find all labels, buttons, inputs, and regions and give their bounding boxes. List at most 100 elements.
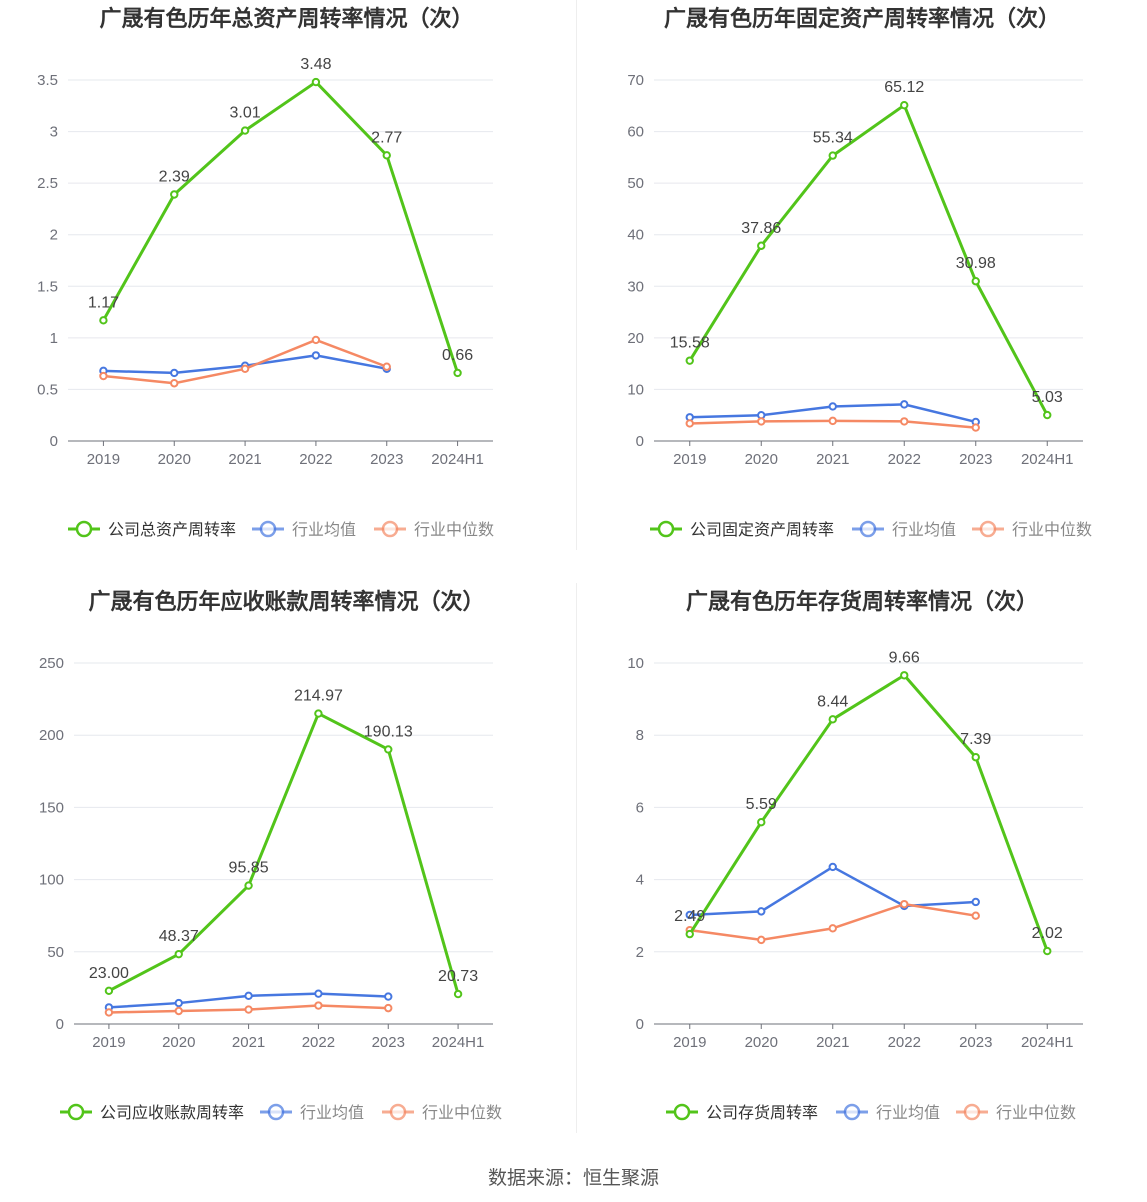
chart-panel-total-asset-turnover: 广晟有色历年总资产周转率情况（次） 0 0.5 1 1.5 2 2.5 3 3.5 2019 202… — [0, 0, 573, 583]
y-tick-label: 60 — [627, 124, 644, 141]
chart-panel-fixed-asset-turnover: 广晟有色历年固定资产周转率情况（次） 0 10 20 30 40 50 60 70 2019 202… — [577, 0, 1147, 583]
y-tick-label: 3 — [50, 124, 58, 141]
data-label: 5.59 — [746, 796, 777, 813]
data-point-company — [314, 709, 323, 718]
data-label: 37.86 — [741, 220, 781, 237]
x-tick-label: 2023 — [959, 1034, 992, 1051]
y-tick-label: 2 — [636, 944, 644, 961]
x-tick-label: 2020 — [745, 1034, 778, 1051]
series-line-company — [108, 712, 460, 995]
data-label: 15.58 — [670, 335, 710, 352]
data-label: 48.37 — [159, 928, 199, 945]
data-point-median — [971, 423, 980, 432]
data-label: 2.49 — [674, 908, 705, 925]
data-label: 3.01 — [230, 105, 261, 122]
data-label: 5.03 — [1032, 389, 1063, 406]
series-line-median — [689, 902, 976, 942]
x-tick-label: 2021 — [816, 1034, 849, 1051]
x-tick-label: 2021 — [228, 451, 261, 468]
data-point-company — [971, 277, 980, 286]
x-tick-label: 2024H1 — [1021, 451, 1074, 468]
legend-label-company: 公司总资产周转率 — [108, 521, 236, 539]
legend-swatch-marker-avg — [859, 520, 877, 538]
y-tick-label: 20 — [627, 330, 644, 347]
y-tick-label: 3.5 — [37, 72, 58, 89]
y-tick-label: 50 — [47, 944, 64, 961]
data-point-median — [314, 1001, 323, 1010]
data-point-median — [757, 417, 766, 426]
chart-fixed-asset-turnover: 广晟有色历年固定资产周转率情况（次） 0 10 20 30 40 50 60 70 2019 202… — [627, 6, 1092, 539]
y-tick-label: 250 — [39, 655, 64, 672]
data-point-company — [382, 151, 391, 160]
data-label: 3.48 — [300, 56, 331, 73]
data-label: 1.17 — [88, 294, 119, 311]
data-point-company — [99, 316, 108, 325]
x-tick-label: 2019 — [673, 1034, 706, 1051]
data-point-median — [170, 379, 179, 388]
series-line-company — [688, 673, 1049, 952]
data-point-company — [685, 929, 694, 939]
data-point-company — [453, 989, 463, 999]
data-point-company — [453, 368, 462, 378]
x-tick-label: 2024H1 — [432, 1034, 485, 1051]
data-label: 190.13 — [364, 723, 413, 740]
data-point-company — [311, 77, 321, 87]
data-label: 214.97 — [294, 688, 343, 705]
chart-inventory-turnover: 广晟有色历年存货周转率情况（次） 0 2 4 6 8 10 2019 2020 2021 2022 2… — [627, 589, 1083, 1122]
data-point-median — [240, 364, 250, 373]
x-tick-label: 2023 — [370, 451, 403, 468]
data-point-median — [99, 371, 108, 381]
data-point-median — [384, 1003, 393, 1013]
x-tick-label: 2020 — [745, 451, 778, 468]
data-point-median — [900, 417, 909, 426]
y-tick-label: 30 — [627, 278, 644, 295]
legend-swatch-marker-median — [381, 520, 399, 538]
chart-receivables-turnover: 广晟有色历年应收账款周转率情况（次） 0 50 100 150 200 250 2019 202… — [39, 589, 502, 1122]
chart-title: 广晟有色历年固定资产周转率情况（次） — [664, 6, 1060, 31]
y-tick-label: 4 — [636, 872, 644, 889]
vertical-divider-bottom — [576, 583, 577, 1133]
x-tick-label: 2023 — [372, 1034, 405, 1051]
x-tick-label: 2019 — [673, 451, 706, 468]
data-point-median — [828, 924, 837, 933]
y-tick-label: 8 — [636, 727, 644, 744]
legend-label-avg: 行业均值 — [300, 1104, 364, 1122]
data-label: 7.39 — [960, 731, 991, 748]
data-point-company — [384, 745, 393, 754]
legend-label-median: 行业中位数 — [996, 1104, 1076, 1122]
y-tick-label: 70 — [627, 72, 644, 89]
chart-title: 广晟有色历年存货周转率情况（次） — [686, 589, 1038, 614]
data-point-avg — [757, 907, 766, 916]
data-point-avg — [900, 400, 909, 409]
data-point-median — [685, 419, 694, 428]
chart-panel-inventory-turnover: 广晟有色历年存货周转率情况（次） 0 2 4 6 8 10 2019 2020 2021 2022 2… — [577, 583, 1147, 1166]
legend-label-avg: 行业均值 — [892, 521, 956, 539]
vertical-divider-top — [576, 0, 577, 550]
x-tick-label: 2019 — [92, 1034, 125, 1051]
y-tick-label: 1.5 — [37, 278, 58, 295]
legend-label-median: 行业中位数 — [422, 1104, 502, 1122]
legend-label-company: 公司存货周转率 — [706, 1104, 818, 1122]
data-point-company — [900, 671, 909, 680]
y-tick-label: 10 — [627, 655, 644, 672]
data-label: 2.39 — [159, 168, 190, 185]
legend-label-company: 公司应收账款周转率 — [100, 1103, 244, 1122]
chart-total-asset-turnover: 广晟有色历年总资产周转率情况（次） 0 0.5 1 1.5 2 2.5 3 3.5 2019 202… — [37, 6, 494, 539]
data-point-company — [971, 753, 980, 762]
y-tick-label: 100 — [39, 872, 64, 889]
data-label: 20.73 — [438, 968, 478, 985]
data-point-avg — [170, 368, 179, 378]
data-point-company — [1043, 410, 1052, 420]
data-point-median — [311, 335, 321, 345]
data-point-median — [174, 1006, 183, 1016]
y-tick-label: 1 — [50, 330, 58, 347]
y-tick-label: 0.5 — [37, 381, 58, 398]
data-point-company — [170, 190, 179, 199]
x-tick-label: 2022 — [299, 451, 332, 468]
x-tick-label: 2024H1 — [1021, 1034, 1074, 1051]
data-point-company — [240, 126, 250, 135]
data-point-median — [244, 1005, 253, 1014]
x-tick-label: 2020 — [158, 451, 191, 468]
data-point-avg — [828, 402, 837, 411]
y-tick-label: 2.5 — [37, 175, 58, 192]
